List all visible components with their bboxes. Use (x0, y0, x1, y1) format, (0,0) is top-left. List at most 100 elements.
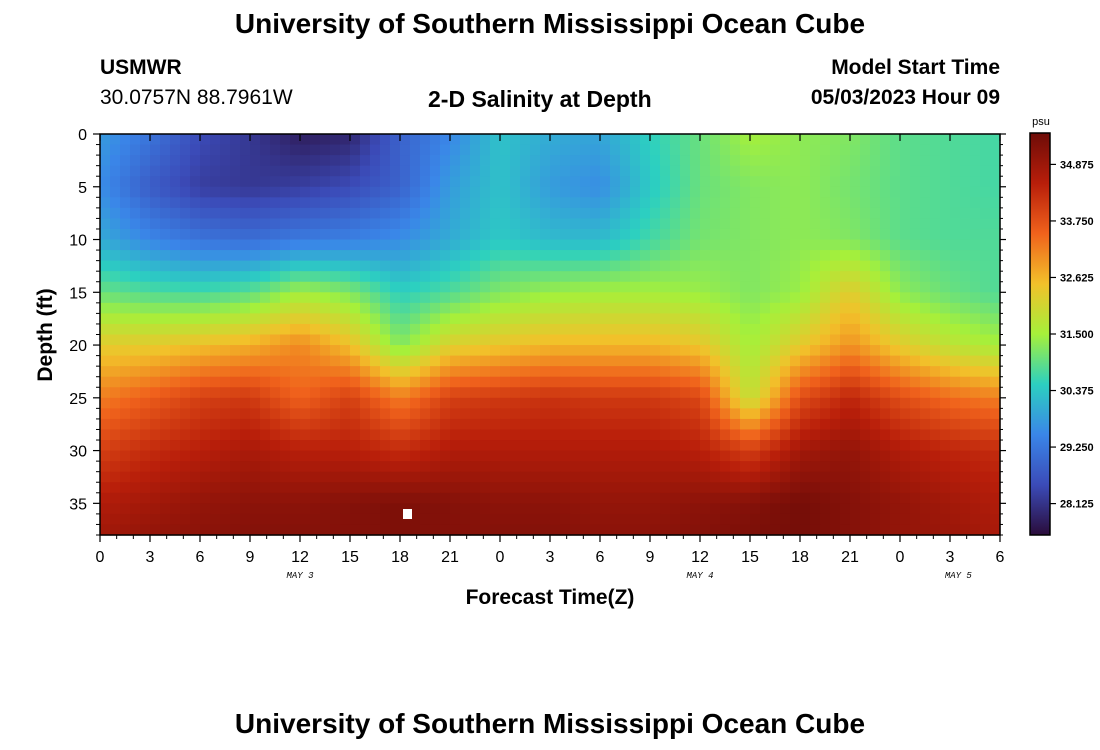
heatmap-cell (340, 260, 351, 272)
heatmap-cell (870, 397, 881, 409)
heatmap-cell (270, 228, 281, 241)
heatmap-cell (490, 165, 501, 177)
heatmap-cell (860, 207, 871, 220)
x-tick-label: 6 (196, 549, 205, 566)
heatmap-cell (220, 345, 231, 357)
heatmap-cell (550, 408, 561, 420)
heatmap-cell (710, 345, 721, 357)
heatmap-cell (500, 292, 511, 304)
heatmap-cell (160, 302, 171, 314)
heatmap-cell (540, 250, 551, 262)
heatmap-cell (550, 440, 561, 452)
heatmap-cell (830, 323, 841, 336)
heatmap-cell (960, 429, 971, 441)
heatmap-cell (680, 144, 691, 156)
heatmap-cell (740, 239, 751, 251)
heatmap-cell (330, 239, 341, 251)
page-title: University of Southern Mississippi Ocean… (234, 8, 866, 39)
colorbar-tick-label: 29.250 (1060, 442, 1094, 454)
heatmap-cell (340, 397, 351, 409)
heatmap-cell (440, 418, 451, 431)
heatmap-cell (860, 513, 871, 526)
heatmap-cell (240, 355, 251, 367)
heatmap-cell (890, 165, 901, 177)
heatmap-cell (320, 271, 331, 283)
heatmap-cell (320, 366, 331, 378)
heatmap-cell (690, 503, 701, 515)
heatmap-cell (580, 260, 591, 272)
heatmap-cell (400, 461, 411, 473)
heatmap-cell (310, 345, 321, 357)
heatmap-cell (470, 292, 481, 304)
heatmap-cell (350, 302, 361, 314)
heatmap-cell (730, 397, 741, 409)
heatmap-cell (550, 271, 561, 283)
heatmap-cell (500, 228, 511, 241)
heatmap-cell (330, 418, 341, 431)
heatmap-cell (780, 355, 791, 367)
heatmap-cell (500, 450, 511, 462)
heatmap-cell (580, 387, 591, 399)
heatmap-cell (590, 345, 601, 357)
heatmap-cell (670, 165, 681, 177)
heatmap-cell (660, 250, 671, 262)
heatmap-cell (220, 313, 231, 325)
heatmap-cell (850, 239, 861, 251)
heatmap-cell (830, 492, 841, 504)
heatmap-cell (910, 281, 921, 293)
heatmap-cell (500, 197, 511, 209)
heatmap-cell (560, 355, 571, 367)
heatmap-cell (530, 313, 541, 325)
heatmap-cell (120, 471, 131, 483)
heatmap-cell (800, 492, 811, 504)
heatmap-cell (480, 387, 491, 399)
heatmap-cell (870, 492, 881, 504)
heatmap-cell (810, 197, 821, 209)
x-tick-label: 3 (546, 549, 555, 566)
heatmap-cell (560, 292, 571, 304)
heatmap-cell (160, 397, 171, 409)
heatmap-cell (420, 345, 431, 357)
heatmap-cell (420, 250, 431, 262)
heatmap-cell (350, 461, 361, 473)
heatmap-cell (890, 271, 901, 283)
heatmap-cell (430, 207, 441, 220)
heatmap-cell (330, 503, 341, 515)
heatmap-cell (820, 197, 831, 209)
heatmap-cell (680, 387, 691, 399)
heatmap-cell (600, 461, 611, 473)
heatmap-cell (350, 355, 361, 367)
heatmap-cell (350, 482, 361, 494)
heatmap-cell (990, 418, 1001, 431)
heatmap-cell (560, 492, 571, 504)
heatmap-cell (520, 313, 531, 325)
heatmap-cell (990, 471, 1001, 483)
heatmap-cell (220, 186, 231, 198)
heatmap-cell (890, 440, 901, 452)
heatmap-cell (280, 323, 291, 336)
heatmap-cell (750, 524, 761, 536)
heatmap-cell (780, 176, 791, 188)
heatmap-cell (790, 250, 801, 262)
heatmap-cell (920, 197, 931, 209)
heatmap-cell (590, 250, 601, 262)
heatmap-cell (800, 271, 811, 283)
heatmap-cell (680, 281, 691, 293)
heatmap-cell (400, 450, 411, 462)
heatmap-cell (770, 144, 781, 156)
heatmap-cell (400, 524, 411, 536)
heatmap-cell (750, 355, 761, 367)
heatmap-cell (680, 134, 691, 146)
heatmap-cell (880, 492, 891, 504)
heatmap-cell (240, 155, 251, 167)
heatmap-cell (730, 155, 741, 167)
heatmap-cell (470, 397, 481, 409)
heatmap-cell (350, 292, 361, 304)
heatmap-cell (130, 355, 141, 367)
heatmap-cell (330, 323, 341, 336)
heatmap-cell (500, 134, 511, 146)
heatmap-cell (160, 345, 171, 357)
heatmap-cell (790, 482, 801, 494)
heatmap-cell (460, 260, 471, 272)
heatmap-cell (190, 471, 201, 483)
